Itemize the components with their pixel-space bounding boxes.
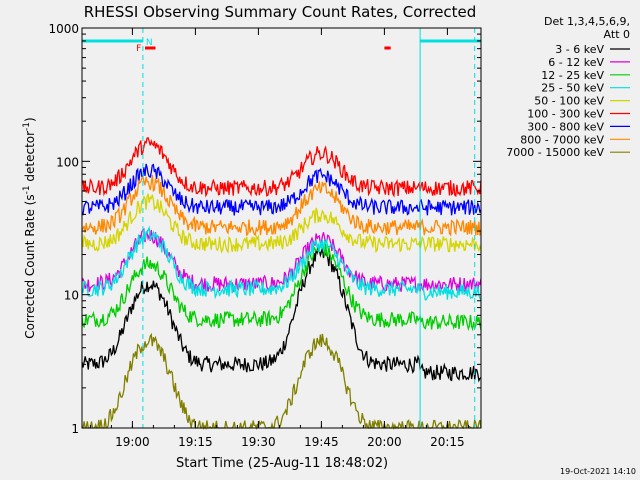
- legend-header-line-2: Att 0: [604, 28, 630, 41]
- series-line-6-12-kev: [81, 228, 482, 293]
- y-tick-label: 100: [56, 155, 79, 169]
- chart-title: RHESSI Observing Summary Count Rates, Co…: [84, 3, 477, 21]
- legend-label-300-800-kev: 300 - 800 keV: [527, 120, 604, 133]
- y-tick-label: 10: [64, 289, 79, 303]
- y-tick-label: 1000: [48, 22, 79, 36]
- series-line-3-6-kev: [81, 245, 482, 383]
- plot-frame: [81, 27, 482, 429]
- legend-label-6-12-kev: 6 - 12 keV: [548, 56, 604, 69]
- series-line-300-800-kev: [81, 163, 482, 216]
- series-line-12-25-kev: [81, 243, 482, 332]
- legend-label-800-7000-kev: 800 - 7000 keV: [520, 133, 604, 146]
- x-tick-label: 20:15: [430, 435, 465, 449]
- x-tick-label: 19:00: [115, 435, 150, 449]
- legend-label-12-25-kev: 12 - 25 keV: [541, 69, 604, 82]
- legend-label-50-100-kev: 50 - 100 keV: [534, 95, 604, 108]
- y-axis-label: Corrected Count Rate (s-1 detector-1): [22, 117, 37, 338]
- x-axis-label: Start Time (25-Aug-11 18:48:02): [176, 456, 388, 471]
- legend-header-line-1: Det 1,3,4,5,6,9,: [544, 15, 630, 28]
- x-tick-label: 19:45: [304, 435, 339, 449]
- series-line-50-100-kev: [81, 193, 482, 254]
- series-line-800-7000-kev: [81, 174, 482, 237]
- legend-label-25-50-kev: 25 - 50 keV: [541, 82, 604, 95]
- x-tick-label: 19:30: [241, 435, 276, 449]
- x-tick-label: 20:00: [367, 435, 402, 449]
- legend-label-100-300-kev: 100 - 300 keV: [527, 108, 604, 121]
- flag-label-f: F: [136, 44, 141, 54]
- series-line-100-300-kev: [81, 136, 482, 198]
- x-tick-label: 19:15: [178, 435, 213, 449]
- flag-label-n: N: [146, 38, 153, 48]
- series-line-25-50-kev: [81, 225, 482, 301]
- overlay-layer: FN: [82, 28, 481, 428]
- series-layer: [81, 136, 482, 431]
- y-tick-label: 1: [71, 422, 79, 436]
- axis-layer: 19:00 19:15 19:30 19:45 20:00 20:15 1 10 100 1000: [48, 22, 481, 449]
- legend-label-3-6-kev: 3 - 6 keV: [555, 43, 604, 56]
- footer-timestamp: 19-Oct-2021 14:10: [560, 467, 636, 476]
- legend-label-7000-15000-kev: 7000 - 15000 keV: [506, 146, 604, 159]
